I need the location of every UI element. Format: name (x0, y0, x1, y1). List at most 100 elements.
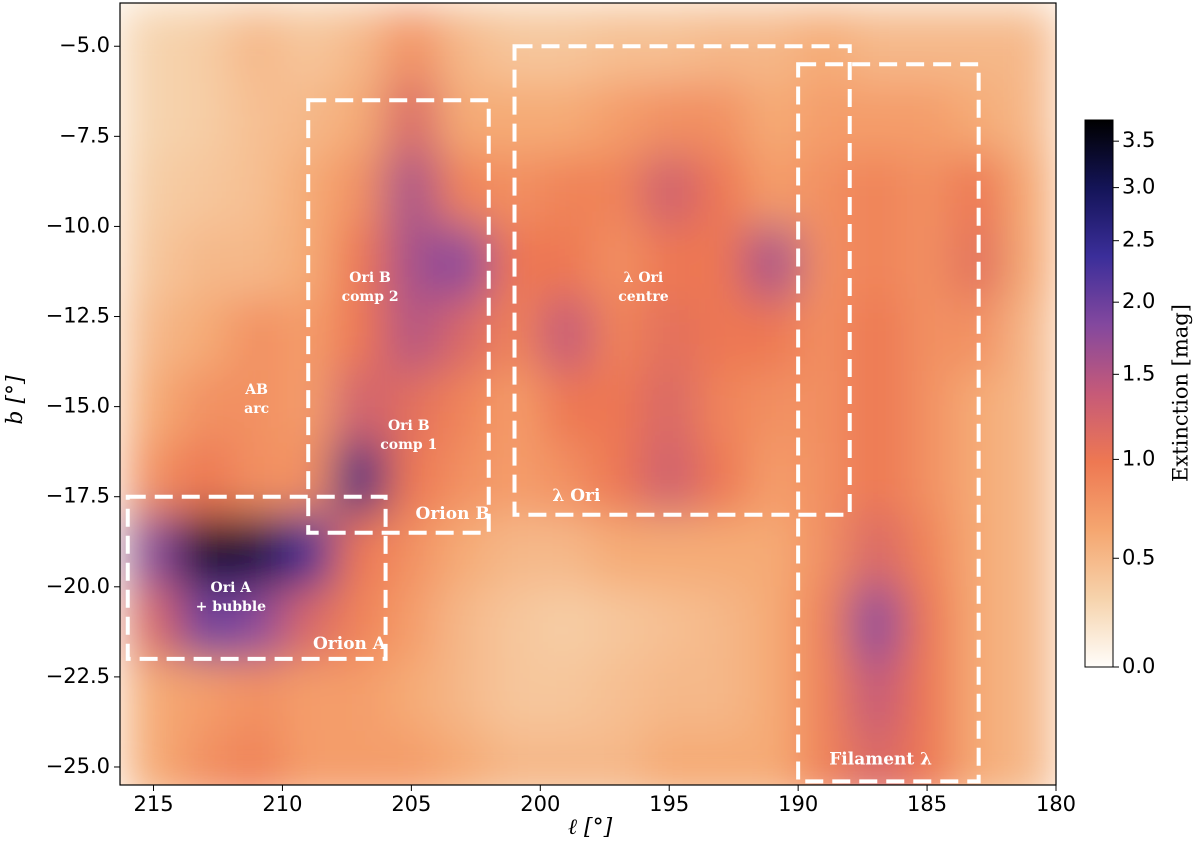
heatmap-cell (127, 298, 180, 372)
heatmap-cell (488, 586, 541, 660)
heatmap-cell (437, 586, 490, 660)
region-label: Filament λ (829, 749, 932, 769)
heatmap-cell (849, 442, 902, 516)
heatmap-cell (901, 442, 954, 516)
heatmap-cell (540, 370, 593, 444)
colorbar-tick-label: 0.0 (1122, 654, 1155, 678)
heatmap-cell (540, 730, 593, 785)
heatmap-cell (746, 514, 799, 588)
heatmap-cell (798, 658, 851, 732)
heatmap-cell (901, 370, 954, 444)
x-tick-label: 205 (391, 792, 431, 816)
y-tick-label: −7.5 (59, 123, 110, 147)
heatmap-cell (230, 226, 283, 300)
heatmap-cell (282, 82, 335, 155)
heatmap-cell (1004, 226, 1056, 300)
heatmap-cell (849, 514, 902, 588)
x-tick-label: 195 (649, 792, 689, 816)
heatmap-cell (385, 10, 438, 83)
heatmap-cell (643, 586, 696, 660)
heatmap-cell (746, 658, 799, 732)
heatmap-cell (952, 10, 1005, 83)
heatmap-cell (798, 82, 851, 155)
heatmap-cell (695, 730, 748, 785)
heatmap-cell (643, 730, 696, 785)
colorbar-tick-label: 2.0 (1122, 289, 1155, 313)
x-tick-label: 185 (907, 792, 947, 816)
heatmap-cell (488, 658, 541, 732)
heatmap-cell (334, 658, 387, 732)
heatmap-cell (695, 82, 748, 155)
heatmap-cell (643, 226, 696, 300)
heatmap-cell (230, 370, 283, 444)
annotation: arc (244, 401, 269, 417)
annotation: + bubble (196, 599, 266, 615)
heatmap-cell (746, 82, 799, 155)
heatmap-cell (437, 298, 490, 372)
heatmap-cell (179, 226, 232, 300)
overlay: Orion A Orion B λ Ori Filament λ Ori B comp 2… (125, 44, 981, 784)
y-tick-label: −10.0 (46, 213, 110, 237)
heatmap-cell (127, 82, 180, 155)
heatmap-cell (334, 730, 387, 785)
heatmap-cell (179, 10, 232, 83)
heatmap-cell (798, 586, 851, 660)
heatmap-cell (540, 442, 593, 516)
plot-area (120, 3, 1056, 785)
heatmap-cell (437, 514, 490, 588)
heatmap-cell (746, 226, 799, 300)
heatmap-cell (127, 442, 180, 516)
heatmap-cell (746, 298, 799, 372)
heatmap-cell (282, 586, 335, 660)
heatmap-cell (901, 298, 954, 372)
heatmap-cell (437, 658, 490, 732)
heatmap-cell (385, 298, 438, 372)
x-tick-label: 200 (520, 792, 560, 816)
heatmap-cell (591, 658, 644, 732)
y-tick-label: −22.5 (46, 664, 110, 688)
heatmap-cell (540, 154, 593, 227)
y-tick-label: −17.5 (46, 484, 110, 508)
heatmap-cell (695, 226, 748, 300)
x-tick-label: 210 (262, 792, 302, 816)
heatmap-cell (437, 82, 490, 155)
heatmap-cell (230, 442, 283, 516)
heatmap-cell (385, 154, 438, 227)
y-tick-label: −25.0 (46, 754, 110, 778)
heatmap-cell (334, 154, 387, 227)
heatmap-cell (385, 442, 438, 516)
heatmap-cell (952, 730, 1005, 785)
plot-frame (119, 2, 1057, 786)
y-tick-label: −5.0 (59, 33, 110, 57)
heatmap-cell (643, 658, 696, 732)
heatmap-cell (334, 514, 387, 588)
heatmap-cell (591, 442, 644, 516)
heatmap-cell (230, 82, 283, 155)
heatmap-cell (437, 730, 490, 785)
heatmap-cell (798, 154, 851, 227)
x-axis-label: ℓ [°] (568, 815, 613, 840)
heatmap-cell (746, 370, 799, 444)
heatmap-cell (540, 514, 593, 588)
heatmap-cell (591, 154, 644, 227)
heatmap-cell (437, 442, 490, 516)
heatmap-cell (798, 226, 851, 300)
annotation: Ori B (388, 418, 430, 434)
heatmap-cell (179, 370, 232, 444)
heatmap-cell (591, 514, 644, 588)
heatmap-cell (230, 154, 283, 227)
heatmap-cell (334, 10, 387, 83)
y-tick-label: −12.5 (46, 304, 110, 328)
heatmap-cell (127, 226, 180, 300)
heatmap-cell (437, 370, 490, 444)
heatmap-cell (230, 730, 283, 785)
heatmap-cell (695, 442, 748, 516)
heatmap-cell (230, 514, 283, 588)
heatmap-cell (1004, 658, 1056, 732)
heatmap-cell (1004, 514, 1056, 588)
heatmap-cell (127, 10, 180, 83)
heatmap-cell (488, 298, 541, 372)
heatmap-cell (849, 226, 902, 300)
heatmap-cell (334, 586, 387, 660)
